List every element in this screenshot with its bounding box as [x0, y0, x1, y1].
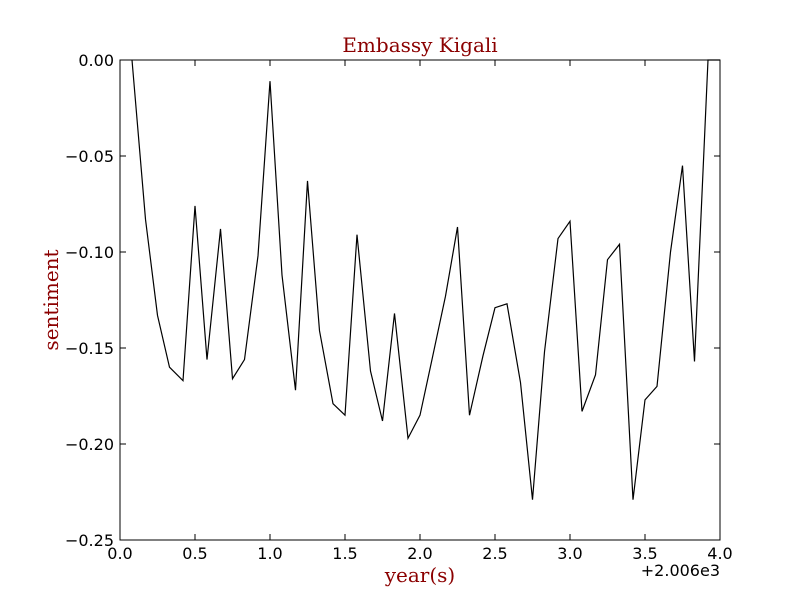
chart-title: Embassy Kigali — [342, 33, 497, 57]
x-tick-label: 1.5 — [332, 544, 357, 563]
x-axis-label: year(s) — [384, 563, 456, 587]
x-tick-label: 3.5 — [632, 544, 657, 563]
x-tick-label: 2.5 — [482, 544, 507, 563]
y-tick-label: 0.00 — [78, 51, 114, 70]
y-tick-label: −0.25 — [65, 531, 114, 550]
x-tick-label: 4.0 — [707, 544, 732, 563]
x-tick-label: 2.0 — [407, 544, 432, 563]
series-line-0 — [131, 59, 720, 500]
y-axis-label: sentiment — [39, 249, 63, 350]
plot-area: 0.0 0.5 1.0 1.5 2.0 2.5 3.0 3.5 4.0 0.00 −0.05 −0.1… — [65, 51, 733, 563]
x-tick-label: 0.0 — [107, 544, 132, 563]
y-tick-label: −0.20 — [65, 435, 114, 454]
plot-frame — [119, 59, 721, 541]
y-tick-label: −0.05 — [65, 147, 114, 166]
x-axis-offset-label: +2.006e3 — [641, 561, 720, 580]
y-tick-label: −0.15 — [65, 339, 114, 358]
x-tick-label: 0.5 — [182, 544, 207, 563]
x-tick-label: 1.0 — [257, 544, 282, 563]
x-tick-label: 3.0 — [557, 544, 582, 563]
y-tick-label: −0.10 — [65, 243, 114, 262]
